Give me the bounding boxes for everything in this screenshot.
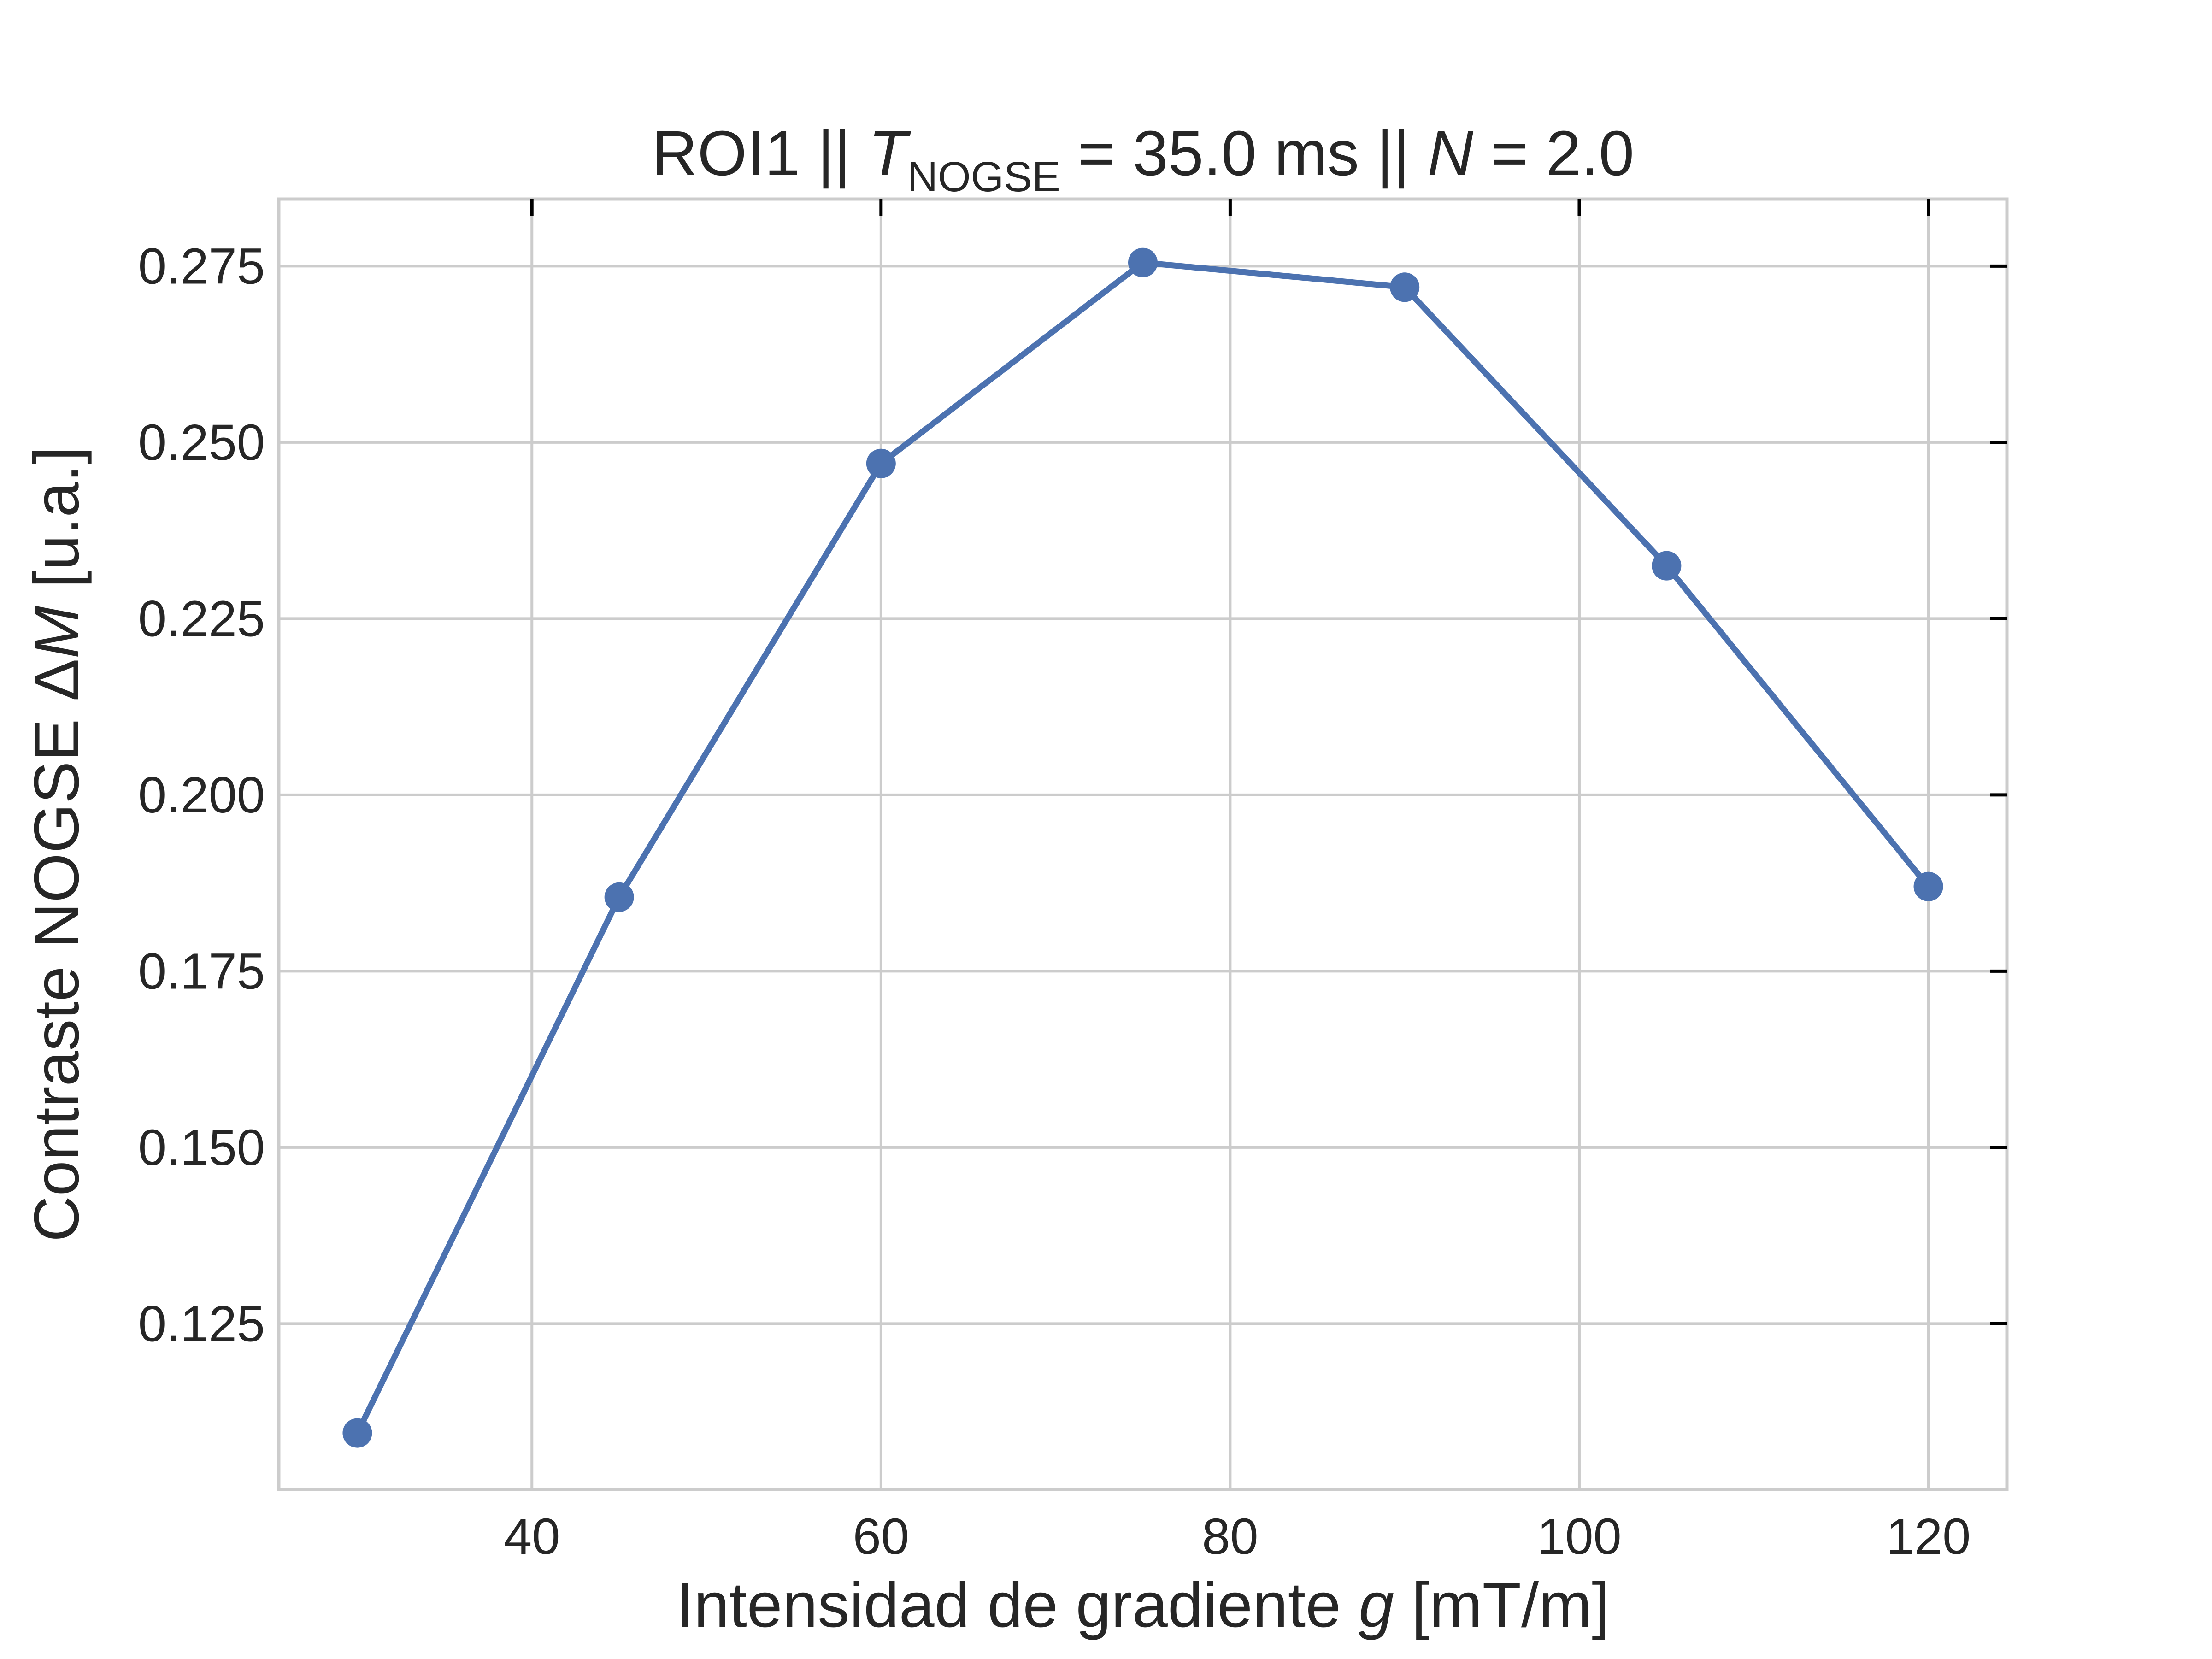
data-point bbox=[866, 448, 896, 478]
data-point bbox=[1128, 247, 1158, 277]
series-layer bbox=[342, 247, 1943, 1448]
x-axis-label-suffix: [mT/m] bbox=[1394, 1570, 1610, 1641]
x-axis-label-prefix: Intensidad de gradiente bbox=[676, 1570, 1359, 1641]
x-tick-label: 80 bbox=[1202, 1508, 1258, 1565]
data-point bbox=[1390, 272, 1420, 302]
y-tick-label: 0.225 bbox=[138, 590, 265, 647]
y-tick-labels: 0.125 0.150 0.175 0.200 0.225 0.250 0.275 bbox=[138, 238, 265, 1352]
x-tick-labels: 40 60 80 100 120 bbox=[504, 1508, 1971, 1565]
y-axis-label: Contraste NOGSE ΔM [u.a.] bbox=[21, 447, 92, 1242]
y-tick-label: 0.150 bbox=[138, 1119, 265, 1176]
data-point bbox=[1913, 871, 1943, 901]
data-point bbox=[342, 1418, 372, 1448]
title-prefix: ROI1 || bbox=[652, 118, 868, 189]
data-point bbox=[1652, 551, 1682, 581]
y-tick-label: 0.275 bbox=[138, 238, 265, 294]
y-axis-label-suffix: [u.a.] bbox=[21, 447, 92, 606]
x-tick-label: 60 bbox=[853, 1508, 909, 1565]
x-tick-label: 100 bbox=[1537, 1508, 1622, 1565]
x-tick-label: 40 bbox=[504, 1508, 560, 1565]
title-t-value: = 35.0 ms || bbox=[1060, 118, 1428, 189]
title-t-symbol: T bbox=[868, 118, 911, 189]
y-axis-label-symbol: M bbox=[21, 606, 92, 659]
y-tick-label: 0.200 bbox=[138, 767, 265, 824]
chart-title: ROI1 || TNOGSE = 35.0 ms || N = 2.0 bbox=[652, 118, 1634, 200]
title-n-symbol: N bbox=[1427, 118, 1473, 189]
x-tick-label: 120 bbox=[1886, 1508, 1971, 1565]
grid-lines bbox=[279, 199, 2007, 1489]
y-tick-label: 0.175 bbox=[138, 943, 265, 1000]
tick-marks bbox=[530, 199, 2007, 1325]
plot-frame bbox=[277, 197, 2009, 1491]
y-tick-label: 0.250 bbox=[138, 414, 265, 471]
title-t-subscript: NOGSE bbox=[907, 153, 1060, 200]
y-axis-label-prefix: Contraste NOGSE Δ bbox=[21, 659, 92, 1242]
x-axis-label-symbol: g bbox=[1359, 1570, 1394, 1641]
title-n-value: = 2.0 bbox=[1473, 118, 1634, 189]
x-axis-label: Intensidad de gradiente g [mT/m] bbox=[676, 1570, 1609, 1641]
y-tick-label: 0.125 bbox=[138, 1295, 265, 1352]
data-point bbox=[604, 882, 634, 912]
